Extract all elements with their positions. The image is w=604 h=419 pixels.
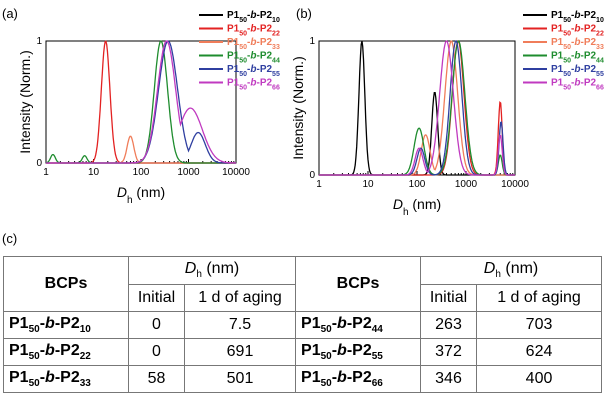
chart-b-legend-label-6: P150-b-P266 bbox=[551, 78, 604, 92]
panel-label-a: (a) bbox=[2, 6, 18, 21]
table-row: P150-b-P233 58 501 P150-b-P266 346 400 bbox=[3, 365, 603, 393]
table-row: P150-b-P222 0 691 P150-b-P255 372 624 bbox=[3, 338, 603, 366]
chart-b-series-line-6 bbox=[319, 40, 515, 176]
chart-a-y-tick-label: 1 bbox=[36, 36, 42, 47]
header-bcps-right: BCPs bbox=[295, 256, 422, 312]
chart-b-legend-label-5: P150-b-P255 bbox=[551, 64, 604, 78]
chart-b-x-tick-label: 1 bbox=[316, 179, 322, 190]
header-dh-right: Dh (nm) bbox=[420, 256, 603, 285]
bcp-name-left: P150-b-P210 bbox=[3, 311, 129, 339]
chart-b-y-tick-label: 0 bbox=[309, 170, 315, 181]
header-bcps-left: BCPs bbox=[3, 256, 129, 312]
chart-a-x-tick-label: 1 bbox=[43, 167, 49, 178]
chart-a-y-axis-label: Intensity (Norm.) bbox=[17, 50, 33, 153]
header-aging-left: 1 d of aging bbox=[183, 283, 297, 312]
panel-label-b: (b) bbox=[296, 6, 312, 21]
chart-a-y-tick-label: 0 bbox=[36, 158, 42, 169]
dh-aging-left: 7.5 bbox=[183, 311, 297, 339]
chart-a-legend-label-5: P150-b-P255 bbox=[227, 64, 280, 78]
chart-b-x-axis-label: Dh (nm) bbox=[393, 196, 441, 218]
legend-a: P150-b-P210P150-b-P222P150-b-P233P150-b-… bbox=[199, 10, 280, 91]
chart-b-x-tick-label: 100 bbox=[409, 179, 426, 190]
dh-aging-right: 400 bbox=[476, 365, 603, 393]
chart-b-x-tick-label: 10000 bbox=[501, 179, 529, 190]
panel-label-c: (c) bbox=[2, 231, 17, 246]
table-row: P150-b-P210 0 7.5 P150-b-P244 263 703 bbox=[3, 311, 603, 339]
chart-a-x-tick-label: 100 bbox=[133, 167, 150, 178]
chart-b-series-line-1 bbox=[319, 40, 515, 176]
dh-initial-right: 346 bbox=[420, 365, 478, 393]
chart-a-x-axis-label: Dh (nm) bbox=[117, 184, 165, 206]
header-dh-left: Dh (nm) bbox=[127, 256, 297, 285]
chart-a-legend-label-4: P150-b-P244 bbox=[227, 51, 280, 65]
bcp-name-left: P150-b-P233 bbox=[3, 365, 129, 393]
dh-aging-right: 703 bbox=[476, 311, 603, 339]
legend-b: P150-b-P210P150-b-P222P150-b-P233P150-b-… bbox=[523, 10, 604, 91]
header-initial-left: Initial bbox=[128, 283, 185, 312]
chart-b-series-line-4 bbox=[319, 39, 515, 176]
chart-b-series-line-2 bbox=[319, 40, 515, 176]
header-initial-right: Initial bbox=[420, 283, 478, 312]
chart-a-legend-label-1: P150-b-P210 bbox=[227, 10, 280, 24]
chart-b-legend-label-1: P150-b-P210 bbox=[551, 10, 604, 24]
table-header-row: BCPs Dh (nm) BCPs Dh (nm) bbox=[3, 256, 603, 312]
chart-b-x-tick-label: 10 bbox=[362, 179, 374, 190]
bcp-name-left: P150-b-P222 bbox=[3, 338, 129, 366]
chart-b-series-line-3 bbox=[319, 40, 515, 176]
dh-initial-right: 372 bbox=[420, 338, 478, 366]
dh-table: BCPs Dh (nm) BCPs Dh (nm) Initial 1 d of… bbox=[3, 256, 603, 393]
chart-a-legend-label-2: P150-b-P222 bbox=[227, 24, 280, 38]
chart-a-legend-label-6: P150-b-P266 bbox=[227, 78, 280, 92]
dh-aging-left: 501 bbox=[183, 365, 297, 393]
dh-initial-right: 263 bbox=[420, 311, 478, 339]
bcp-name-right: P150-b-P255 bbox=[295, 338, 422, 366]
header-aging-right: 1 d of aging bbox=[476, 283, 603, 312]
dh-initial-left: 0 bbox=[128, 311, 185, 339]
dh-aging-right: 624 bbox=[476, 338, 603, 366]
table-body: P150-b-P210 0 7.5 P150-b-P244 263 703 P150-b-P… bbox=[3, 311, 603, 393]
chart-a-x-tick-label: 1000 bbox=[177, 167, 200, 178]
chart-b-y-tick-label: 1 bbox=[309, 36, 315, 47]
chart-b-legend-label-3: P150-b-P233 bbox=[551, 37, 604, 51]
chart-b-legend-label-4: P150-b-P244 bbox=[551, 51, 604, 65]
chart-b-legend-label-2: P150-b-P222 bbox=[551, 24, 604, 38]
bcp-name-right: P150-b-P266 bbox=[295, 365, 422, 393]
chart-b-x-tick-label: 1000 bbox=[455, 179, 478, 190]
dh-initial-left: 58 bbox=[128, 365, 185, 393]
chart-b-y-axis-label: Intensity (Norm.) bbox=[290, 56, 306, 159]
chart-b-plot-frame bbox=[318, 40, 516, 176]
chart-a-legend-label-3: P150-b-P233 bbox=[227, 37, 280, 51]
chart-a-x-tick-label: 10 bbox=[88, 167, 100, 178]
dh-aging-left: 691 bbox=[183, 338, 297, 366]
dh-initial-left: 0 bbox=[128, 338, 185, 366]
chart-a-series-line-6 bbox=[46, 40, 236, 164]
bcp-name-right: P150-b-P244 bbox=[295, 311, 422, 339]
chart-b-series-line-5 bbox=[319, 40, 515, 176]
chart-a-x-tick-label: 10000 bbox=[222, 167, 250, 178]
